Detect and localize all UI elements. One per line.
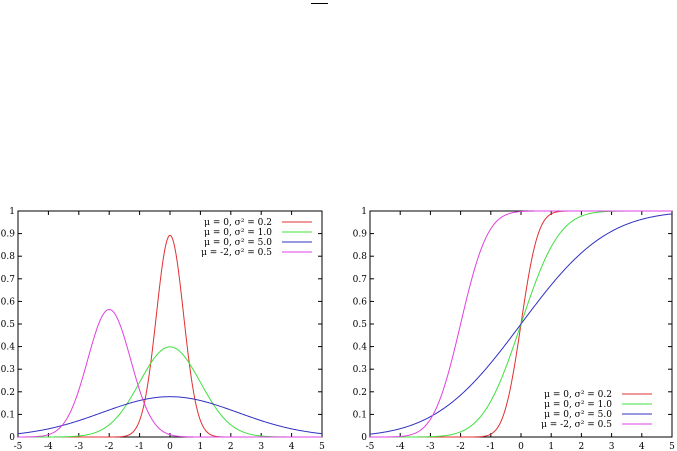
series-line — [18, 308, 322, 438]
y-tick-label: 0.3 — [353, 365, 368, 375]
y-tick-label: 0.7 — [1, 275, 16, 285]
y-tick-label: 0.8 — [353, 252, 368, 262]
top-divider-mark — [311, 3, 328, 4]
y-tick-label: 0.2 — [353, 388, 367, 398]
y-tick-label: 0.6 — [353, 297, 368, 307]
x-tick-label: -3 — [74, 442, 83, 451]
y-tick-label: 0.9 — [353, 230, 368, 240]
legend-label: μ = 0, σ² = 0.2 — [204, 218, 272, 228]
y-tick-label: 0 — [9, 433, 15, 443]
x-tick-label: -3 — [426, 442, 435, 451]
x-tick-label: 5 — [319, 442, 325, 451]
x-tick-label: 1 — [548, 442, 554, 451]
y-tick-label: 0.7 — [353, 275, 368, 285]
x-tick-label: -5 — [14, 442, 23, 451]
legend-label: μ = 0, σ² = 1.0 — [204, 228, 272, 238]
x-tick-label: 4 — [289, 442, 295, 451]
x-tick-label: 3 — [258, 442, 264, 451]
x-tick-label: 4 — [639, 442, 645, 451]
legend-label: μ = 0, σ² = 1.0 — [544, 400, 612, 410]
x-tick-label: -4 — [396, 442, 405, 451]
legend-label: μ = 0, σ² = 5.0 — [544, 410, 612, 420]
y-tick-label: 0.8 — [1, 252, 16, 262]
y-tick-label: 0.1 — [1, 410, 15, 420]
x-tick-label: 3 — [609, 442, 615, 451]
x-tick-label: -2 — [456, 442, 465, 451]
legend-label: μ = -2, σ² = 0.5 — [541, 420, 612, 430]
legend-label: μ = 0, σ² = 0.2 — [544, 390, 612, 400]
cdf-chart: -5 -4 -3 -2 -1 0 1 2 3 4 5 0 0.1 0.2 0.3 0.4 0.5 0.6 0.7 0.… — [353, 207, 675, 451]
series-line — [369, 213, 673, 435]
y-tick-label: 0.9 — [1, 230, 16, 240]
y-tick-label: 0.3 — [1, 365, 16, 375]
x-tick-label: -4 — [44, 442, 53, 451]
x-tick-label: 1 — [198, 442, 204, 451]
x-tick-label: 2 — [579, 442, 585, 451]
series-line — [17, 396, 323, 435]
y-tick-label: 1 — [9, 207, 15, 217]
y-tick-label: 0 — [361, 433, 367, 443]
y-tick-label: 0.2 — [1, 388, 15, 398]
pdf-chart: -5 -4 -3 -2 -1 0 1 2 3 4 5 0 0.1 0.2 0.3 0.4 0.5 0.6 0.7 0.… — [1, 207, 325, 451]
x-tick-label: 5 — [669, 442, 675, 451]
x-tick-label: 2 — [228, 442, 234, 451]
x-tick-label: -5 — [366, 442, 375, 451]
series-line — [370, 210, 672, 438]
y-tick-label: 0.1 — [353, 410, 367, 420]
x-tick-label: -1 — [135, 442, 144, 451]
x-tick-label: -1 — [486, 442, 495, 451]
plot-frame — [17, 210, 323, 438]
y-tick-label: 1 — [361, 207, 367, 217]
series-line — [18, 234, 322, 438]
x-tick-label: -2 — [105, 442, 114, 451]
legend-label: μ = 0, σ² = 5.0 — [204, 238, 272, 248]
x-tick-label: 0 — [167, 442, 173, 451]
y-tick-label: 0.4 — [1, 343, 16, 353]
y-tick-label: 0.6 — [1, 297, 16, 307]
y-tick-label: 0.5 — [1, 320, 16, 330]
x-tick-label: 0 — [518, 442, 524, 451]
y-tick-label: 0.4 — [353, 343, 368, 353]
legend-label: μ = -2, σ² = 0.5 — [201, 248, 272, 258]
y-tick-label: 0.5 — [353, 320, 368, 330]
